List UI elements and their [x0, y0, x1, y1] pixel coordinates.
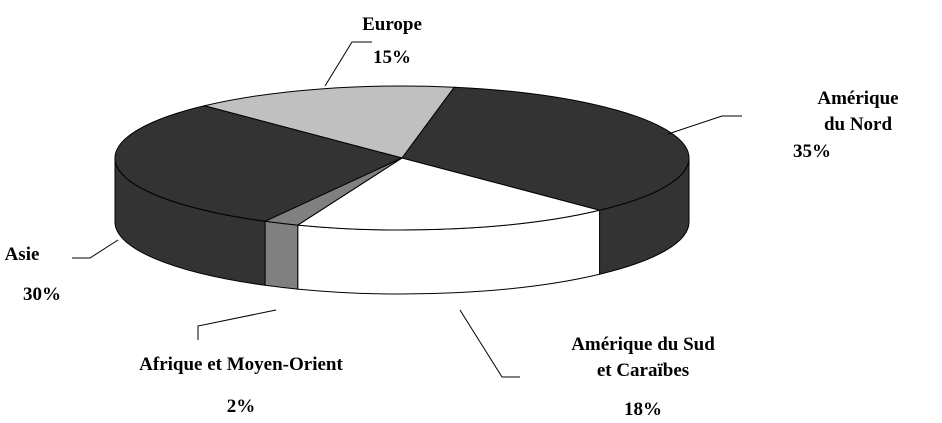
pie	[114, 85, 690, 295]
leader-line	[324, 41, 372, 87]
leader-line	[459, 309, 520, 378]
slice-value-label: 2%	[226, 396, 256, 417]
slice	[204, 85, 456, 159]
slice-value-label: 35%	[793, 141, 831, 162]
slice-label: Europe	[362, 14, 422, 35]
slice	[296, 157, 600, 231]
slice-value-label: 30%	[23, 284, 61, 305]
leader-line	[197, 309, 277, 340]
slice-label: Amérique du Nord	[817, 88, 899, 135]
slice-label: Amérique du Sud et Caraïbes	[571, 334, 715, 381]
slice-side	[264, 220, 299, 290]
leader-lines	[72, 41, 742, 378]
leader-line	[72, 239, 119, 259]
slice-label: Afrique et Moyen-Orient	[139, 354, 343, 375]
slice-value-label: 15%	[373, 47, 411, 68]
slice-label: Asie	[4, 244, 40, 265]
slice	[114, 105, 404, 222]
leader-line	[667, 115, 742, 135]
slice-value-label: 18%	[624, 399, 662, 420]
slice	[401, 86, 690, 211]
